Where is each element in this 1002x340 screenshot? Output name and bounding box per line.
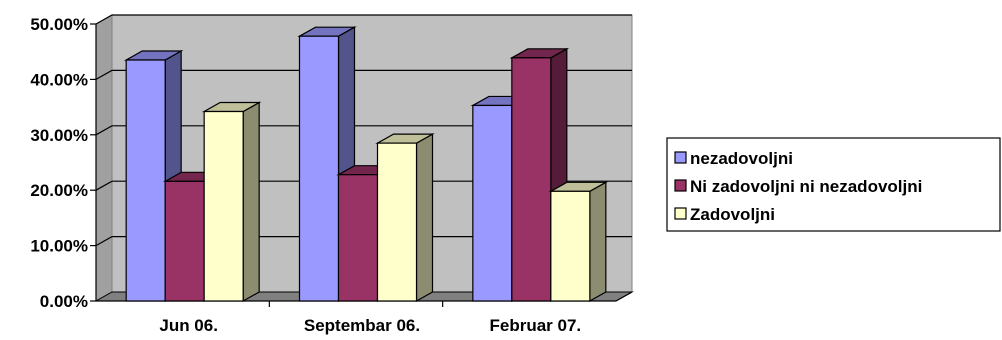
gridline xyxy=(95,236,632,247)
x-axis-depth xyxy=(615,291,633,302)
legend-label: nezadovoljni xyxy=(690,149,793,168)
side-wall xyxy=(95,14,113,302)
bars xyxy=(123,26,609,303)
gridline xyxy=(95,14,632,25)
bar xyxy=(201,101,262,303)
legend-label: Ni zadovoljni ni nezadovoljni xyxy=(690,177,922,196)
y-tick-label: 30.00% xyxy=(30,126,88,145)
x-tick-label: Septembar 06. xyxy=(304,316,420,335)
bar xyxy=(548,181,609,303)
gridlines xyxy=(95,14,632,247)
legend-swatch xyxy=(674,207,687,220)
gridline xyxy=(95,69,632,80)
y-tick-label: 20.00% xyxy=(30,181,88,200)
legend-swatch xyxy=(674,179,687,192)
gridline xyxy=(95,180,632,191)
y-tick-labels: 0.00% 10.00% 20.00% 30.00% 40.00% 50.00% xyxy=(30,15,88,311)
y-tick-label: 40.00% xyxy=(30,70,88,89)
bar xyxy=(123,49,184,303)
y-tick-label: 50.00% xyxy=(30,15,88,34)
legend-box xyxy=(666,137,1001,232)
x-tick-label: Jun 06. xyxy=(159,316,218,335)
y-tick-label: 10.00% xyxy=(30,237,88,256)
y-tick-label: 0.00% xyxy=(40,292,88,311)
x-tick-label: Februar 07. xyxy=(490,316,582,335)
bar xyxy=(375,133,435,303)
legend: nezadovoljni Ni zadovoljni ni nezadovoljn… xyxy=(666,137,1001,232)
legend-label: Zadovoljni xyxy=(690,205,775,224)
x-tick-labels: Jun 06. Septembar 06. Februar 07. xyxy=(159,316,581,335)
gridline xyxy=(95,125,632,136)
legend-swatch xyxy=(674,151,687,164)
